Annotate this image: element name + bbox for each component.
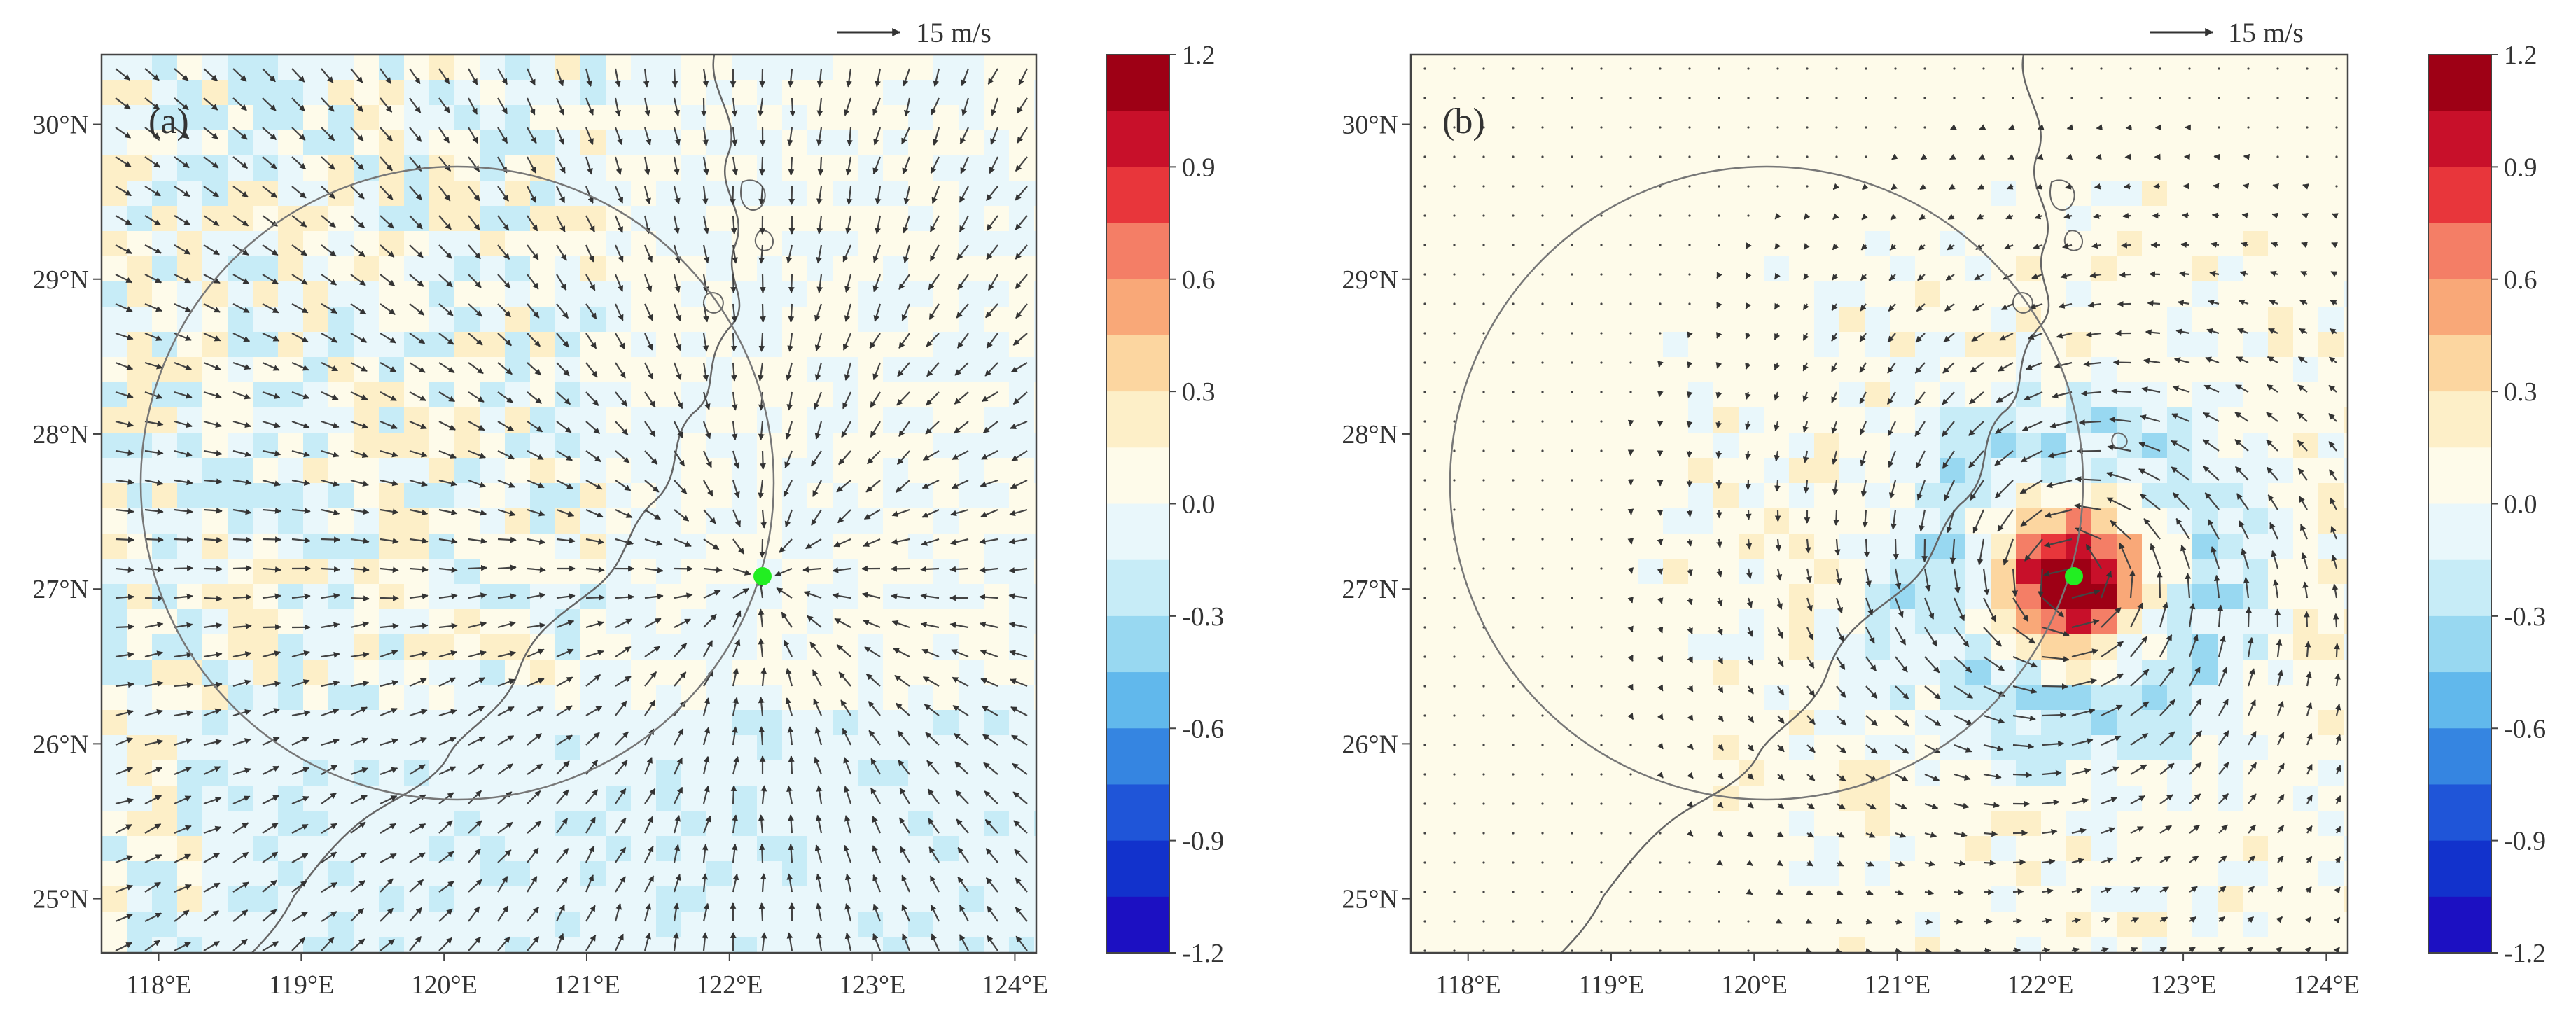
lat-tick-label: 29°N xyxy=(1342,265,1398,295)
lat-tick-label: 27°N xyxy=(1342,575,1398,604)
colorbar: 1.2 0.9 0.6 0.3 0.0 -0.3 -0.6 -0.9 -1.2 xyxy=(2428,41,2546,968)
colorbar-segment xyxy=(2428,728,2491,785)
panel-label: (a) xyxy=(148,102,189,141)
colorbar-segment xyxy=(1106,335,1169,392)
colorbar-segment xyxy=(1106,391,1169,448)
lat-axis: 25°N 26°N 27°N 28°N 29°N 30°N xyxy=(1342,111,1411,914)
colorbar-segment xyxy=(1106,167,1169,223)
colorbar-label: -1.2 xyxy=(1182,939,1224,968)
colorbar-segment xyxy=(2428,672,2491,729)
colorbar-label: 0.9 xyxy=(1182,153,1216,182)
lon-tick-label: 119°E xyxy=(1578,970,1644,1000)
typhoon-center-marker xyxy=(2065,567,2083,585)
colorbar-segment xyxy=(1106,223,1169,280)
colorbar-label: -0.3 xyxy=(1182,602,1224,632)
lat-tick-label: 28°N xyxy=(1342,420,1398,449)
lon-tick-label: 121°E xyxy=(553,970,620,1000)
colorbar-segment xyxy=(2428,335,2491,392)
colorbar-segment xyxy=(2428,504,2491,561)
lat-tick-label: 27°N xyxy=(32,575,89,604)
panel-b: (b) 15 m/s 118°E 119°E 120°E 121°E 122°E 123°… xyxy=(1342,17,2369,1000)
panel-a: (a) 15 m/s 118°E 119°E 120°E 121°E 122°E 123°… xyxy=(32,17,1060,1000)
colorbar-segment xyxy=(1106,447,1169,504)
colorbar-segment xyxy=(2428,560,2491,617)
colorbar-segment xyxy=(2428,447,2491,504)
colorbar-segment xyxy=(2428,111,2491,167)
lat-tick-label: 30°N xyxy=(1342,111,1398,140)
lon-tick-label: 122°E xyxy=(696,970,763,1000)
lon-tick-label: 120°E xyxy=(1721,970,1788,1000)
colorbar-segment xyxy=(1106,111,1169,167)
scale-vector: 15 m/s xyxy=(2150,17,2304,48)
colorbar-segment xyxy=(1106,504,1169,561)
lat-axis: 25°N 26°N 27°N 28°N 29°N 30°N xyxy=(32,111,102,914)
colorbar-label: -0.9 xyxy=(1182,827,1224,856)
colorbar-segment xyxy=(1106,560,1169,617)
colorbar-label: 0.0 xyxy=(1182,490,1216,520)
colorbar-label: -0.3 xyxy=(2504,602,2546,632)
colorbar-segment xyxy=(2428,279,2491,336)
colorbar-label: 0.9 xyxy=(2504,153,2537,182)
colorbar-segment xyxy=(2428,223,2491,280)
lat-tick-label: 26°N xyxy=(32,730,89,759)
scale-label: 15 m/s xyxy=(2228,17,2304,48)
colorbar-segment xyxy=(2428,55,2491,111)
colorbar-label: -1.2 xyxy=(2504,939,2546,968)
colorbar-label: 0.3 xyxy=(1182,377,1216,407)
colorbar-segment xyxy=(1106,897,1169,954)
scale-label: 15 m/s xyxy=(916,17,991,48)
lon-tick-label: 124°E xyxy=(982,970,1048,1000)
colorbar-segment xyxy=(2428,897,2491,954)
colorbar-label: 1.2 xyxy=(1182,41,1216,70)
colorbar-label: 0.6 xyxy=(1182,265,1216,295)
lon-tick-label: 118°E xyxy=(126,970,192,1000)
panel-label: (b) xyxy=(1442,102,1485,141)
scale-vector: 15 m/s xyxy=(837,17,991,48)
colorbar-segment xyxy=(1106,841,1169,898)
colorbar-label: 0.6 xyxy=(2504,265,2537,295)
colorbar-segment xyxy=(2428,841,2491,898)
colorbar-label: 0.0 xyxy=(2504,490,2537,520)
colorbar-segment xyxy=(2428,616,2491,673)
colorbar-segment xyxy=(1106,672,1169,729)
lon-axis: 118°E 119°E 120°E 121°E 122°E 123°E 124°E xyxy=(1435,953,2360,1000)
lat-tick-label: 26°N xyxy=(1342,730,1398,759)
lon-tick-label: 121°E xyxy=(1864,970,1930,1000)
lat-tick-label: 30°N xyxy=(32,111,89,140)
lon-tick-label: 120°E xyxy=(410,970,477,1000)
colorbar: 1.2 0.9 0.6 0.3 0.0 -0.3 -0.6 -0.9 -1.2 xyxy=(1106,41,1224,968)
colorbar-label: -0.6 xyxy=(1182,714,1224,744)
colorbar-segment xyxy=(1106,784,1169,841)
lat-tick-label: 28°N xyxy=(32,420,89,449)
lon-tick-label: 123°E xyxy=(2150,970,2216,1000)
colorbar-label: 0.3 xyxy=(2504,377,2537,407)
colorbar-segment xyxy=(1106,55,1169,111)
lon-tick-label: 122°E xyxy=(2007,970,2073,1000)
lon-tick-label: 118°E xyxy=(1435,970,1501,1000)
colorbar-segment xyxy=(1106,279,1169,336)
lon-tick-label: 119°E xyxy=(268,970,334,1000)
lon-axis: 118°E 119°E 120°E 121°E 122°E 123°E 124°E xyxy=(126,953,1049,1000)
colorbar-segment xyxy=(2428,784,2491,841)
colorbar-segment xyxy=(1106,616,1169,673)
colorbar-label: -0.9 xyxy=(2504,827,2546,856)
typhoon-center-marker xyxy=(753,567,772,585)
lat-tick-label: 29°N xyxy=(32,265,89,295)
colorbar-segment xyxy=(2428,167,2491,223)
lon-tick-label: 123°E xyxy=(839,970,905,1000)
lon-tick-label: 124°E xyxy=(2293,970,2360,1000)
colorbar-segment xyxy=(2428,391,2491,448)
colorbar-label: 1.2 xyxy=(2504,41,2537,70)
colorbar-segment xyxy=(1106,728,1169,785)
colorbar-label: -0.6 xyxy=(2504,714,2546,744)
lat-tick-label: 25°N xyxy=(32,885,89,914)
lat-tick-label: 25°N xyxy=(1342,885,1398,914)
